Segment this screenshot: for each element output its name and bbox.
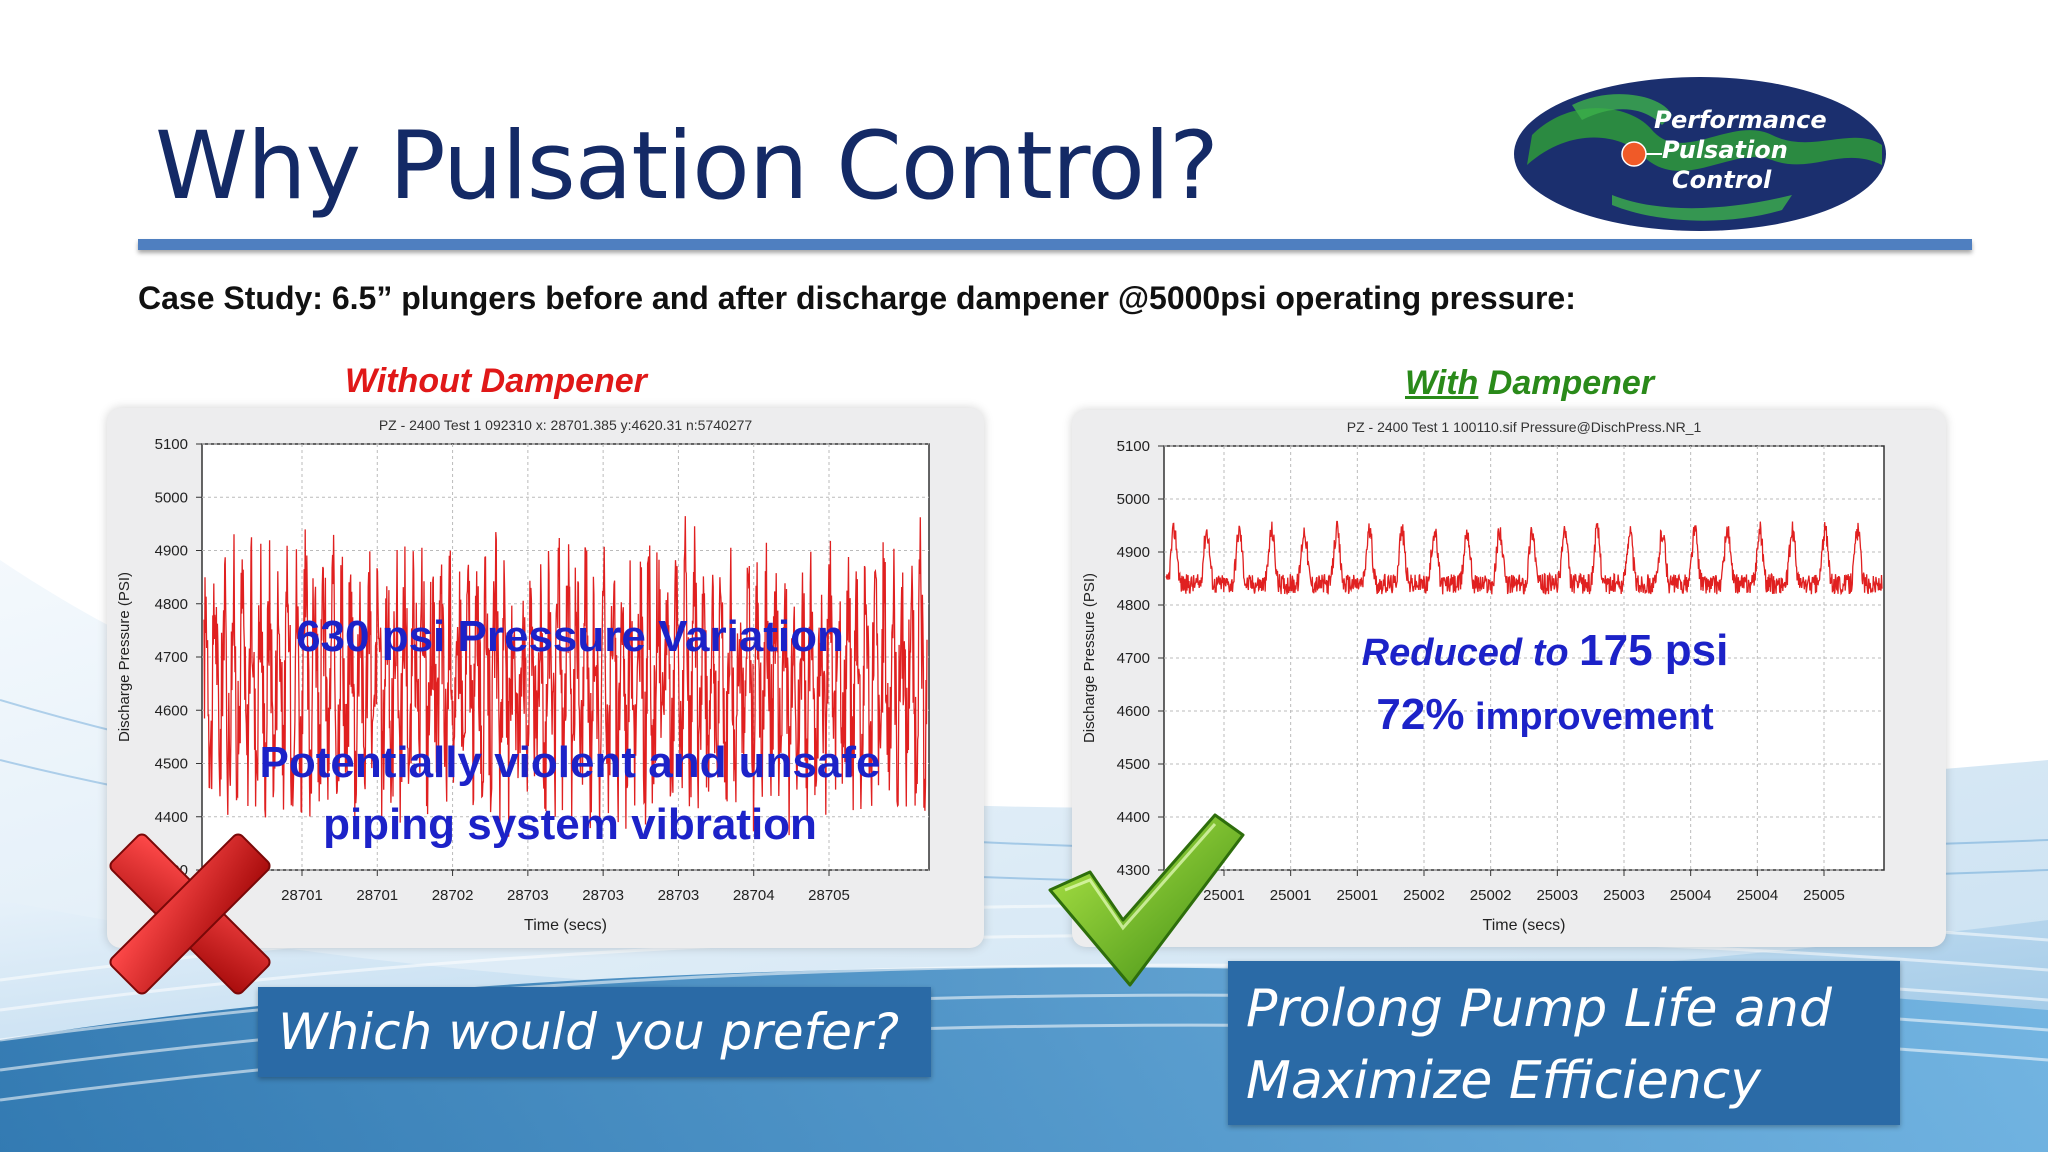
y-tick-label: 4400 — [155, 809, 188, 826]
y-tick-label: 4600 — [155, 702, 188, 719]
y-axis-label: Discharge Pressure (PSI) — [116, 572, 133, 742]
improvement-label: improvement — [1464, 696, 1714, 738]
label-without-dampener: Without Dampener — [345, 362, 647, 400]
benefit-line1: Prolong Pump Life and — [1246, 979, 1832, 1039]
y-tick-label: 4900 — [1117, 544, 1150, 561]
y-tick-label: 4500 — [155, 756, 188, 773]
pressure-trace — [1165, 520, 1883, 596]
x-tick-label: 28703 — [507, 887, 549, 904]
x-tick-label: 28704 — [733, 887, 775, 904]
x-tick-label: 25004 — [1670, 887, 1712, 904]
reduction-text: Reduced to 175 psi 72% improvement — [1300, 620, 1790, 748]
x-tick-label: 28702 — [432, 887, 474, 904]
pressure-chart-without: PZ - 2400 Test 1 092310 x: 28701.385 y:4… — [116, 417, 930, 934]
chart-panel-without: PZ - 2400 Test 1 092310 x: 28701.385 y:4… — [107, 408, 984, 948]
pressure-variation-text: 630 psi Pressure Variation — [296, 612, 844, 661]
y-tick-label: 4800 — [155, 596, 188, 613]
logo-text-performance: Performance — [1654, 106, 1827, 134]
x-tick-label: 25003 — [1536, 887, 1578, 904]
green-check-icon — [1048, 813, 1245, 987]
chart-header: PZ - 2400 Test 1 092310 x: 28701.385 y:4… — [379, 417, 753, 433]
reduction-line1: Reduced to 175 psi — [1300, 620, 1790, 684]
x-tick-label: 25005 — [1803, 887, 1845, 904]
y-tick-label: 5000 — [155, 489, 188, 506]
case-study-subtitle: Case Study: 6.5” plungers before and aft… — [138, 280, 1576, 316]
y-tick-label: 4700 — [155, 649, 188, 666]
y-tick-label: 5000 — [1117, 491, 1150, 508]
vibration-warning-text: Potentially violent and unsafe piping sy… — [205, 732, 935, 856]
x-axis-label: Time (secs) — [1483, 917, 1566, 934]
x-tick-label: 28701 — [281, 887, 323, 904]
y-tick-label: 4900 — [155, 543, 188, 560]
y-tick-label: 4700 — [1117, 650, 1150, 667]
pressure-trace — [203, 516, 928, 837]
y-tick-label: 4800 — [1117, 597, 1150, 614]
reduced-value: 175 psi — [1579, 626, 1729, 675]
title-divider — [138, 239, 1972, 250]
y-tick-label: 5100 — [1117, 438, 1150, 455]
company-logo: Performance Pulsation Control — [1514, 77, 1886, 231]
x-tick-label: 25004 — [1736, 887, 1778, 904]
x-tick-label: 25002 — [1470, 887, 1512, 904]
logo-text-control: Control — [1672, 166, 1772, 194]
benefit-line2: Maximize Efficiency — [1246, 1051, 1762, 1111]
x-tick-label: 28701 — [356, 887, 398, 904]
reduced-to-label: Reduced to — [1361, 632, 1580, 674]
vibration-warning-line1: Potentially violent and unsafe — [259, 738, 881, 787]
x-tick-label: 25001 — [1203, 887, 1245, 904]
reduction-line2: 72% improvement — [1300, 684, 1790, 748]
label-with-word: With — [1405, 364, 1479, 402]
pressure-chart-with: PZ - 2400 Test 1 100110.sif Pressure@Dis… — [1081, 419, 1885, 934]
x-axis-label: Time (secs) — [524, 917, 607, 934]
y-axis-label: Discharge Pressure (PSI) — [1081, 573, 1098, 743]
chart-header: PZ - 2400 Test 1 100110.sif Pressure@Dis… — [1347, 419, 1702, 435]
y-tick-label: 4300 — [1117, 862, 1150, 879]
logo-text-pulsation: Pulsation — [1662, 136, 1788, 164]
question-box: Which would you prefer? — [258, 987, 931, 1077]
x-tick-label: 25003 — [1603, 887, 1645, 904]
x-tick-label: 25001 — [1336, 887, 1378, 904]
x-tick-label: 25002 — [1403, 887, 1445, 904]
x-tick-label: 28703 — [582, 887, 624, 904]
benefit-box: Prolong Pump Life and Maximize Efficienc… — [1228, 961, 1900, 1125]
x-tick-label: 28705 — [808, 887, 850, 904]
label-with-dampener: With Dampener — [1405, 364, 1654, 403]
vibration-warning-line2: piping system vibration — [323, 800, 817, 849]
y-tick-label: 4400 — [1117, 809, 1150, 826]
slide-title: Why Pulsation Control? — [155, 112, 1219, 221]
x-tick-label: 28703 — [658, 887, 700, 904]
y-tick-label: 4500 — [1117, 756, 1150, 773]
y-tick-label: 4600 — [1117, 703, 1150, 720]
y-tick-label: 5100 — [155, 436, 188, 453]
label-dampener-word: Dampener — [1478, 364, 1655, 402]
improvement-percent: 72% — [1376, 690, 1465, 739]
x-tick-label: 25001 — [1270, 887, 1312, 904]
red-x-icon — [109, 833, 271, 995]
